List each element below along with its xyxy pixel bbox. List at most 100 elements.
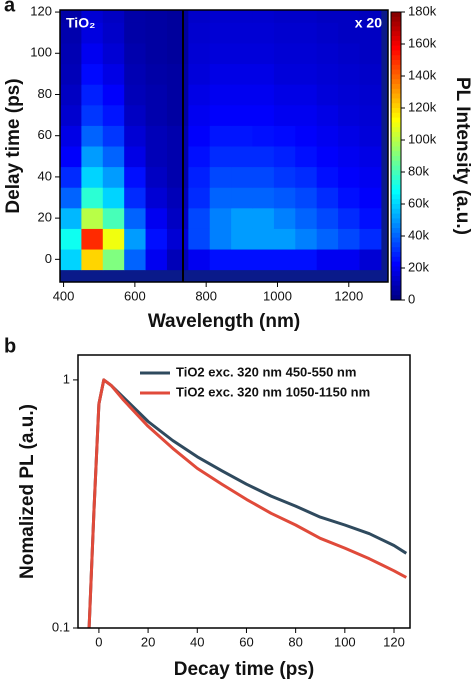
heatmap-cell [359,228,382,250]
colorbar-step [391,36,401,42]
heatmap-cell [338,125,360,147]
heatmap-cell [359,42,382,65]
heatmap-cell [231,22,254,44]
colorbar-step [391,280,401,287]
heatmap-cell [145,84,168,106]
colorbar-step [391,156,401,162]
colorbar-step [391,228,401,234]
y-tick-label: 120 [30,3,52,18]
heatmap-cell [81,84,104,106]
colorbar-tick-label: 120k [408,99,437,114]
heatmap-cell [209,84,232,106]
heatmap-cell [102,10,125,23]
heatmap-cell [102,187,125,209]
colorbar-step [391,79,401,85]
heatmap-cell [338,207,360,229]
colorbar-step [391,12,401,18]
legend-label: TiO2 exc. 320 nm 1050-1150 nm [176,384,370,399]
y-tick-label: 0.1 [52,619,70,634]
heatmap-cell [145,146,168,168]
x-tick-label: 100 [334,634,356,649]
colorbar-step [391,295,401,301]
heatmap-cell [295,63,318,85]
heatmap-cell [316,84,339,106]
heatmap-cell [252,22,275,44]
colorbar-frame [390,11,402,301]
heatmap-cell [316,42,339,65]
colorbar-tick-label: 20k [408,259,429,274]
heatmap-cell [295,146,318,168]
heatmap-cell [316,187,339,209]
heatmap-cell [316,104,339,126]
heatmap-cell [60,42,82,65]
colorbar-step [391,252,401,258]
heatmap-cell [231,42,254,65]
colorbar-tick-label: 80k [408,163,429,178]
colorbar-step [391,256,401,263]
x-tick-label: 20 [141,634,155,649]
colorbar-tick-label: 140k [408,67,437,82]
colorbar-tick-label: 180k [408,3,437,18]
y-tick-label: 100 [30,45,52,60]
heatmap-cell [81,207,104,229]
heatmap-cell [359,166,382,188]
heatmap-cell [188,63,211,85]
heatmap-cell [338,166,360,188]
heatmap-cell [124,22,147,44]
colorbar-step [391,74,401,80]
heatmap-cell [81,166,104,188]
colorbar-step [391,31,401,37]
heatmap-cell [60,187,82,209]
heatmap-cell [295,125,318,147]
heatmap-cell [273,125,296,147]
heatmap-cell [273,146,296,168]
heatmap-cell [231,166,254,188]
heatmap-cell [145,63,168,85]
heatmap-cell [231,84,254,106]
heatmap-cell [102,228,125,250]
heatmap-cell [231,10,254,23]
heatmap-cell [124,146,147,168]
heatmap-cell [231,104,254,126]
x-tick-label: 40 [190,634,204,649]
heatmap-cell [188,125,211,147]
colorbar-step [391,247,401,253]
heatmap-cell [231,146,254,168]
heatmap-cell [145,166,168,188]
heatmap-cell [166,63,189,85]
heatmap-cell [188,146,211,168]
heatmap-cell [252,104,275,126]
heatmap-cell [338,146,360,168]
colorbar-step [391,204,401,210]
x-tick-label: 1000 [263,288,292,303]
colorbar-step [391,64,401,71]
heatmap-cell [60,228,82,250]
heatmap-cell [209,187,232,209]
y-tick-label: 20 [38,210,52,225]
heatmap-cell [209,207,232,229]
lines [87,378,408,628]
colorbar-step [391,175,401,181]
heatmap-cell [231,63,254,85]
heatmap-cell [60,104,82,126]
heatmap-cell [188,10,211,23]
x-axis-label: Decay time (ps) [174,659,314,680]
heatmap-cell [124,187,147,209]
heatmap-cell [124,84,147,106]
heatmap-cell [188,228,211,250]
colorbar-step [391,55,401,61]
plot-frame [59,9,389,283]
heatmap-cell [188,42,211,65]
heatmap-cell [338,22,360,44]
heatmap-cell [145,207,168,229]
heatmap-cell [188,249,211,271]
x-tick-label: 80 [288,634,302,649]
plot-frame [77,354,411,629]
colorbar-step [391,26,401,32]
heatmap-cell [295,249,318,271]
heatmap-cell [102,42,125,65]
heatmap-cell [145,22,168,44]
heatmap-cell [338,228,360,250]
colorbar-step [391,276,401,282]
heatmap-cell [252,249,275,271]
